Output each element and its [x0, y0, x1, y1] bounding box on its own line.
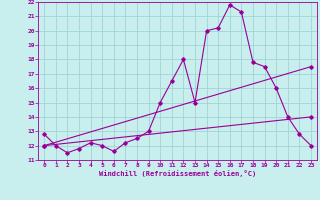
X-axis label: Windchill (Refroidissement éolien,°C): Windchill (Refroidissement éolien,°C) [99, 170, 256, 177]
